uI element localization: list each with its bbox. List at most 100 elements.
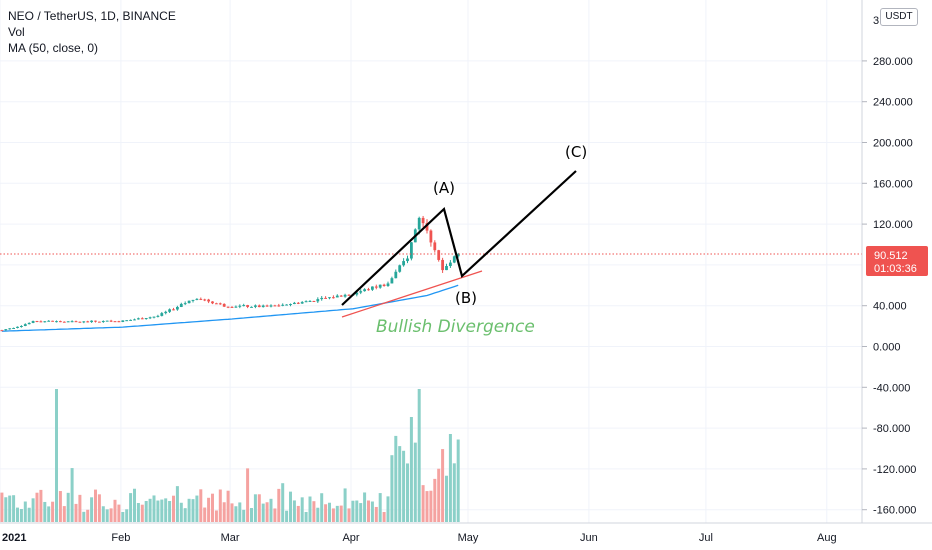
candle-body: [59, 321, 62, 323]
volume-bar: [250, 508, 253, 522]
volume-bar: [265, 502, 269, 522]
volume-bar: [191, 499, 195, 522]
time-tick-label: Apr: [342, 532, 359, 544]
candle-body: [300, 302, 304, 304]
volume-bar: [133, 488, 136, 522]
candle-body: [51, 320, 54, 322]
candle-body: [425, 223, 429, 231]
time-tick-label: Jul: [699, 532, 713, 544]
candle-body: [164, 311, 168, 314]
candle-body: [179, 303, 183, 307]
time-tick-label: Jun: [580, 532, 598, 544]
volume-bar: [285, 510, 289, 522]
volume-bar: [156, 500, 160, 522]
candle-body: [456, 254, 460, 257]
candle-body: [66, 321, 70, 323]
currency-button[interactable]: USDT: [880, 8, 918, 26]
candle-body: [374, 286, 378, 288]
volume-bar: [86, 509, 90, 522]
candle-body: [289, 304, 292, 306]
chart-legend: NEO / TetherUS, 1D, BINANCE Vol MA (50, …: [8, 8, 176, 56]
divergence-trendline: [341, 270, 483, 318]
candle-body: [70, 321, 74, 323]
volume-bar: [109, 508, 113, 522]
candle-body: [355, 292, 359, 295]
volume-bar: [413, 442, 417, 522]
candle-body: [98, 321, 101, 323]
candle-body: [359, 291, 363, 293]
volume-bar: [370, 501, 374, 522]
candle-body: [226, 306, 230, 308]
candle-body: [246, 305, 249, 307]
candle-body: [55, 321, 58, 323]
volume-bar: [105, 509, 109, 522]
wave-lines: [341, 170, 577, 306]
volume-bar: [281, 483, 285, 522]
volume-bar: [179, 502, 183, 522]
volume-bar: [152, 495, 156, 522]
volume-bar: [300, 497, 304, 522]
candle-body: [234, 306, 238, 308]
price-tick-label: 200.000: [873, 138, 913, 150]
volume-bar: [90, 497, 94, 522]
price-tick-label: -40.000: [873, 382, 910, 394]
candle-body: [312, 300, 316, 302]
candle-body: [74, 321, 78, 323]
volume-bar: [113, 499, 117, 522]
volume-bar: [97, 494, 101, 522]
volume-bar: [277, 488, 281, 522]
candle-body: [394, 271, 398, 279]
volume-bar: [19, 508, 23, 522]
volume-bar: [183, 508, 187, 522]
volume-bar: [452, 463, 456, 522]
candle-body: [293, 302, 296, 305]
volume-bar: [351, 500, 355, 522]
candle-body: [343, 294, 347, 297]
volume-bar: [8, 495, 12, 522]
volume-bar: [164, 498, 168, 522]
volume-bar: [39, 489, 43, 522]
volume-bar: [367, 500, 370, 522]
volume-bar: [121, 511, 125, 522]
candle-body: [187, 300, 191, 304]
volume-bar: [214, 510, 218, 522]
candle-body: [183, 303, 187, 305]
candle-body: [203, 299, 207, 301]
wave-label-c: (C): [565, 143, 587, 161]
last-price-value: 90.512: [874, 250, 908, 262]
candle-body: [230, 306, 234, 308]
volume-bar: [0, 492, 4, 522]
volume-bar: [390, 455, 394, 522]
volume-bar: [312, 501, 316, 522]
volume-bar: [168, 500, 172, 522]
candle-body: [121, 320, 125, 322]
time-axis[interactable]: 2021 Feb Mar Apr May Jun Jul Aug: [2, 532, 837, 544]
volume-bar: [35, 492, 39, 522]
volume-bar: [355, 500, 359, 522]
candle-body: [191, 299, 195, 301]
candle-body: [160, 313, 164, 316]
volume-bar: [386, 496, 390, 522]
candle-body: [211, 301, 214, 304]
candle-body: [320, 297, 324, 300]
last-price-countdown: 01:03:36: [874, 263, 917, 275]
candle-body: [0, 330, 4, 332]
price-tick-label: 160.000: [873, 178, 913, 190]
time-tick-label: 2021: [2, 532, 26, 544]
time-tick-label: May: [458, 532, 479, 544]
price-tick-label: 0.000: [873, 342, 901, 354]
volume-bar: [339, 505, 343, 522]
legend-moving-average: MA (50, close, 0): [8, 41, 99, 55]
volume-bar: [347, 508, 351, 522]
candle-body: [296, 302, 300, 304]
volume-bar: [402, 450, 406, 522]
price-axis[interactable]: 280.000 240.000 200.000 160.000 120.000 40.00…: [862, 15, 916, 517]
volume-bar: [58, 491, 62, 522]
volume-bar: [406, 463, 409, 522]
price-tick-label: -80.000: [873, 423, 910, 435]
volume-bar: [398, 446, 402, 522]
candle-body: [109, 320, 113, 322]
candle-body: [8, 328, 12, 330]
candle-body: [20, 325, 23, 327]
